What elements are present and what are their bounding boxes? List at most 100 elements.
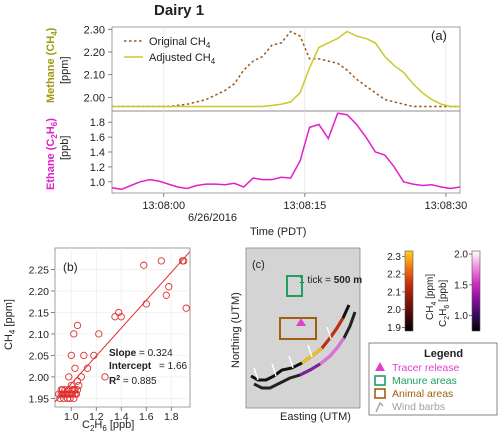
wind-barb [307,344,313,358]
panel-a-bottom-yunit: [ppb] [59,136,71,160]
colorbar-ch4-tick-label: 1.9 [387,323,401,334]
scatter-point [83,364,92,372]
panel-a-xtick-label: 13:08:00 [142,200,185,212]
scatter-point [117,313,125,321]
scatter-point [95,330,103,338]
map-legend: Legend Tracer release Manure areas Anima… [368,342,498,416]
c2h6-track-high [319,337,346,366]
panel-a-bottom-ytick-label: 1.0 [90,177,105,189]
panel-b-label: (b) [63,260,78,274]
animal-area-box [279,317,317,340]
scatter-point [77,373,85,381]
panel-b-ytick-label: 2.20 [29,286,50,298]
figure-title: Dairy 1 [154,2,204,19]
panel-a-bottom-yticks: 1.8 1.6 1.4 1.2 1.0 [90,117,112,189]
scatter-point [142,300,150,308]
scatter-point [60,390,68,398]
panel-a-bottom-ytick-label: 1.6 [90,132,105,144]
scatter-point [111,313,119,321]
scatter-point [72,390,80,398]
adjusted-ch4-line [112,30,460,108]
wind-barbs [253,326,332,381]
colorbar-ch4-bar [404,250,414,332]
colorbar-c2h6-label: C2H6 [ppb] [438,279,451,327]
panel-a-top-ytick-label: 2.30 [84,24,105,36]
panel-b-ytick-label: 2.05 [29,350,50,362]
colorbar-ch4-tick-label: 2.2 [387,270,401,281]
panel-a-bottom-gridlines [163,111,447,193]
panel-b-xtick-label: 1.0 [64,411,79,423]
legend-item-wind-barbs: Wind barbs [392,401,445,413]
scatter-point [180,257,188,265]
manure-area-box [286,275,303,297]
brown-square-icon [374,388,386,399]
legend-item-tracer-release: Tracer release [392,362,459,374]
colorbar-c2h6-ticks: 2.0 1.5 1.0 [454,250,472,322]
scatter-point [140,261,148,269]
scatter-point [115,308,123,317]
panel-b-points [55,257,190,403]
panel-a-bottom-series [111,112,461,191]
panel-a-bottom-ytick-label: 1.2 [90,162,105,174]
panel-b-fit [54,251,191,403]
scatter-point [73,386,82,394]
scatter-point [157,257,165,265]
panel-a-bottom-frame [111,110,461,194]
scatter-point [182,304,190,312]
panel-b-xtick-label: 1.8 [164,411,179,423]
legend-adjusted-ch4-label: Adjusted CH4 [149,52,216,66]
panel-b-xtick-label: 1.2 [89,411,104,423]
scatter-point [71,364,79,372]
scatter-point [73,321,82,330]
panel-a-xtick-label: 13:08:30 [424,200,467,212]
panel-b-ytick-label: 2.00 [29,372,50,384]
scatter-point [62,390,70,398]
wind-barb [271,363,277,377]
legend-box [368,342,498,416]
map-background [245,247,361,409]
panel-b-slope-label: Slope [109,348,137,359]
map-xlabel: Easting (UTM) [280,411,351,423]
tracer-release-marker [296,318,306,326]
legend-title: Legend [424,348,463,360]
panel-a-bottom: 1.8 1.6 1.4 1.2 1.0 13:08:00 13:08:15 13:08:30… [45,110,467,238]
scatter-point [162,291,170,299]
scatter-point [67,351,75,360]
panel-b-intercept-value: = 1.66 [159,361,188,372]
panel-a-bottom-ytick-label: 1.4 [90,147,105,159]
colorbar-ch4-ticks: 2.3 2.2 2.1 2.0 1.9 [387,252,405,334]
scatter-point [101,373,109,381]
panel-b-xticks: 1.0 1.2 1.4 1.6 1.8 [64,407,179,423]
wind-barb [326,326,332,340]
scatter-point [70,330,78,338]
panel-b-ytick-label: 2.10 [29,329,50,341]
wind-barb [288,355,294,369]
scatter-point [67,381,75,390]
panel-b-frame [54,247,191,408]
panel-b-ytick-label: 2.15 [29,307,50,319]
ethane-line [111,112,461,191]
map-ylabel: Northing (UTM) [230,292,242,368]
panel-a-bottom-xticks: 13:08:00 13:08:15 13:08:30 [142,193,467,212]
scatter-point [66,394,74,403]
colorbar-c2h6-tick-label: 2.0 [454,250,468,261]
colorbar-c2h6-bar [471,250,481,332]
triangle-marker-icon [375,362,385,371]
panel-b-xlabel: C2H6 [ppb] [82,419,134,433]
scatter-point [70,386,78,394]
panel-c-label: (c) [252,259,265,271]
scatter-point [61,386,69,394]
colorbar-ch4-tick-label: 2.1 [387,287,401,298]
green-square-icon [374,375,386,386]
colorbar-ch4-tick-label: 2.0 [387,305,401,316]
colorbar-ch4: 2.3 2.2 2.1 2.0 1.9 CH4 [ppm] [387,250,438,334]
panel-a-top-ytick-label: 2.00 [84,92,105,104]
c2h6-track-mid [299,362,321,377]
panel-b-xtick-label: 1.6 [139,411,154,423]
panel-c-map: (c) 1 tick = 500 m Easting (UTM) Northin… [230,247,362,423]
colorbar-ch4-tick-label: 2.3 [387,252,401,263]
panel-b-ytick-label: 2.25 [29,264,50,276]
legend-original-ch4-label: Original CH4 [149,36,211,50]
panel-a-xtick-label: 13:08:15 [283,200,326,212]
